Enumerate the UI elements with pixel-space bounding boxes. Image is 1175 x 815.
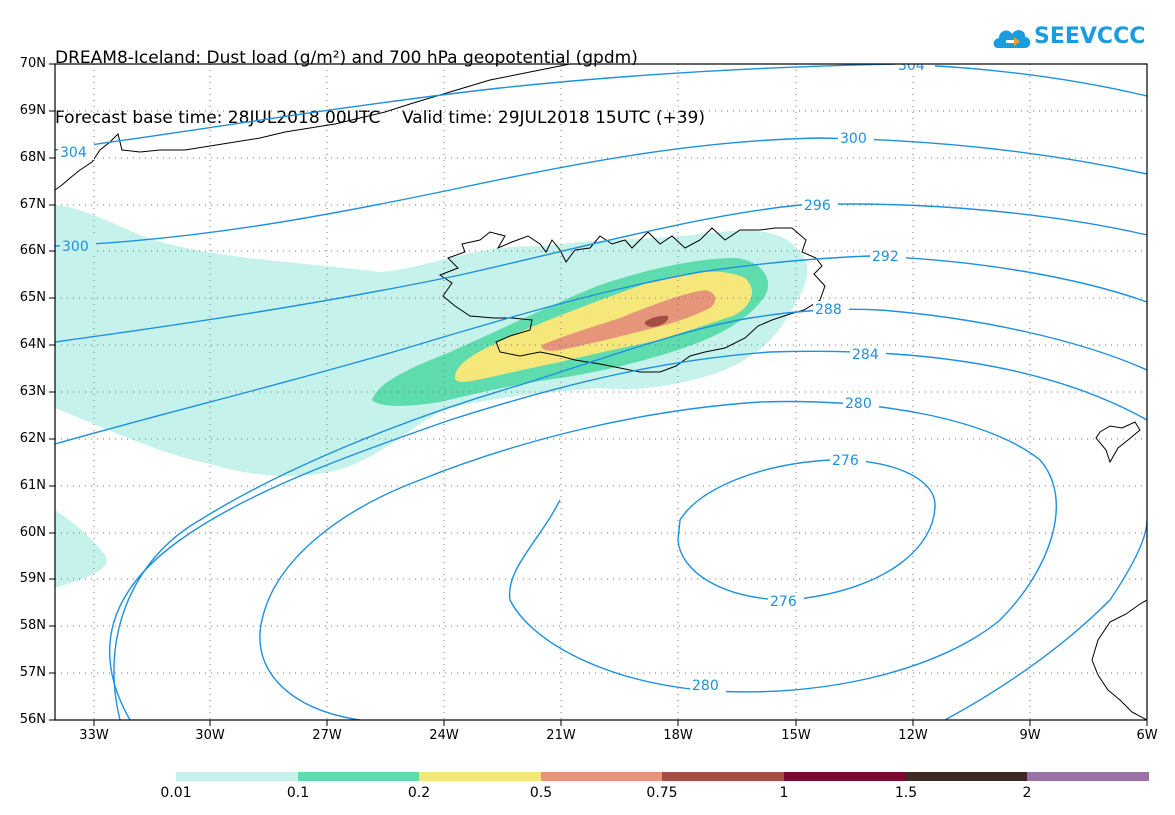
lon-label: 6W: [1136, 728, 1158, 743]
lon-label: 15W: [781, 728, 811, 743]
colorbar-label: 0.01: [160, 785, 192, 801]
coastlines: [55, 64, 1147, 720]
lon-label: 21W: [546, 728, 576, 743]
colorbar-swatch: [906, 772, 1027, 781]
colorbar-swatch: [298, 772, 419, 781]
lon-label: 33W: [79, 728, 109, 743]
lat-label: 60N: [19, 525, 46, 540]
contour-label-284: 284: [852, 347, 879, 363]
colorbar-swatch: [784, 772, 906, 781]
title-line-1: DREAM8-Iceland: Dust load (g/m²) and 700…: [55, 48, 638, 68]
contour-label-304-east: 304: [898, 58, 925, 74]
lat-label: 63N: [19, 384, 46, 399]
lat-label: 66N: [19, 243, 46, 258]
contour-label-276-south: 276: [770, 594, 797, 610]
contour-label-296: 296: [804, 198, 831, 214]
lat-label: 65N: [19, 290, 46, 305]
contour-272-south: [944, 519, 1147, 720]
colorbar-label: 1.5: [894, 785, 918, 801]
lon-label: 30W: [195, 728, 225, 743]
seevccc-logo: SEEVCCC: [990, 20, 1150, 60]
contour-label-292: 292: [872, 249, 899, 265]
contour-label-280-north: 280: [845, 396, 872, 412]
lat-label: 58N: [19, 618, 46, 633]
lat-label: 70N: [19, 56, 46, 71]
contour-296: [55, 203, 1147, 343]
lat-label: 68N: [19, 150, 46, 165]
contour-labels: 304 304 300 300 296 292 288 284 280 276 …: [58, 58, 935, 694]
contour-292: [55, 255, 1147, 445]
map-plot-area: 304 304 300 300 296 292 288 284 280 276 …: [55, 58, 1147, 720]
contour-label-276-north: 276: [832, 453, 859, 469]
lat-label: 59N: [19, 571, 46, 586]
contour-label-304-west: 304: [60, 145, 87, 161]
colorbar-label: 2: [1022, 785, 1032, 801]
faroe-coast: [1095, 421, 1141, 464]
lon-label: 27W: [312, 728, 342, 743]
colorbar-label: 0.2: [407, 785, 431, 801]
lat-label: 61N: [19, 478, 46, 493]
dust-level-0.01-south: [55, 510, 108, 588]
colorbar-swatch: [176, 772, 298, 781]
lat-label: 56N: [19, 712, 46, 727]
colorbar-swatch: [1027, 772, 1149, 781]
lon-label: 9W: [1019, 728, 1041, 743]
dust-level-0.75: [644, 315, 669, 327]
colorbar-swatch: [662, 772, 784, 781]
lat-label: 64N: [19, 337, 46, 352]
cloud-icon: [993, 30, 1031, 48]
lat-label: 67N: [19, 197, 46, 212]
contour-288: [113, 308, 1147, 720]
contour-284: [109, 350, 1147, 720]
axis-ticks: [49, 63, 1148, 726]
lon-label: 18W: [663, 728, 693, 743]
scotland-coast: [1091, 599, 1147, 720]
colorbar-label: 0.75: [646, 785, 678, 801]
colorbar-swatch: [419, 772, 541, 781]
lon-label: 24W: [429, 728, 459, 743]
graticule: [55, 64, 1147, 720]
colorbar-swatch: [541, 772, 662, 781]
colorbar-label: 1: [779, 785, 789, 801]
contour-300: [55, 137, 1147, 247]
lat-label: 57N: [19, 665, 46, 680]
contour-label-300-east: 300: [840, 131, 867, 147]
dust-level-0.5: [541, 290, 716, 351]
dust-field: [55, 205, 808, 588]
colorbar-label: 0.1: [286, 785, 310, 801]
contour-label-288: 288: [815, 302, 842, 318]
contour-276: [677, 459, 936, 601]
geopotential-contours: [55, 64, 1147, 720]
contour-280-outer: [259, 400, 1057, 720]
lat-label: 62N: [19, 431, 46, 446]
logo-text: SEEVCCC: [1034, 24, 1146, 49]
contour-label-300-west: 300: [62, 239, 89, 255]
colorbar-label: 0.5: [529, 785, 553, 801]
lon-label: 12W: [898, 728, 928, 743]
greenland-coast: [55, 64, 571, 191]
lat-label: 69N: [19, 103, 46, 118]
contour-304: [55, 64, 1147, 151]
contour-label-280-south: 280: [692, 678, 719, 694]
iceland-coast: [438, 227, 826, 373]
